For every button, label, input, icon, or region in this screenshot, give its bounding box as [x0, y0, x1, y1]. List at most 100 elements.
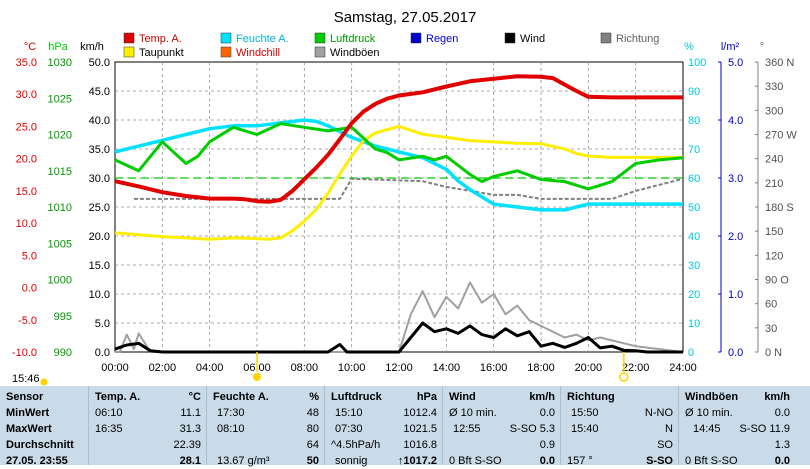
gust-avg-label: Ø 10 min. [685, 407, 733, 419]
pressure-current-value: ↑1017.2 [397, 455, 437, 467]
x-tick-label: 10:00 [338, 362, 366, 374]
temp-max-value: 31.3 [179, 423, 201, 435]
row-label-current: 27.05. 23:55 [6, 455, 68, 467]
direction-max-time: 15:40 [571, 423, 599, 435]
axis-tick-pressure: 1005 [48, 238, 72, 250]
axis-tick-direction: 0 N [765, 347, 782, 359]
axis-tick-temp: -5.0 [18, 315, 37, 327]
wind-current-value: 0.0 [539, 455, 555, 467]
x-tick-label: 00:00 [101, 362, 129, 374]
pressure-min-time: 15:10 [335, 407, 363, 419]
temp-avg-value: 22.39 [173, 439, 201, 451]
pressure-trend: ^4.5hPa/h [331, 439, 381, 451]
legend-swatch [123, 46, 135, 58]
pressure-min-value: 1012.4 [403, 407, 437, 419]
humidity-current-value: 50 [306, 455, 319, 467]
wind-unit: km/h [529, 391, 555, 403]
axis-tick-temp: 0.0 [22, 283, 37, 295]
axis-tick-direction: 180 S [765, 202, 794, 214]
gust-column: Windböen km/h Ø 10 min. 0.0 14:45 S-SO 11.9… [678, 386, 810, 467]
axis-unit-rain: l/m² [721, 41, 740, 53]
temp-min-time: 06:10 [95, 407, 123, 419]
direction-min-value: N-NO [644, 407, 673, 419]
pressure-forecast: sonnig [335, 455, 368, 467]
legend-label: Wind [520, 33, 545, 45]
axis-tick-humidity: 10 [688, 318, 700, 330]
axis-tick-temp: 15.0 [16, 186, 37, 198]
humidity-absolute: 13.67 g/m³ [217, 455, 270, 467]
axis-tick-humidity: 60 [688, 173, 700, 185]
legend-label: Taupunkt [139, 47, 184, 59]
wind-max-time: 12:55 [453, 423, 481, 435]
axis-tick-temp: 30.0 [16, 89, 37, 101]
axis-tick-kmh: 20.0 [89, 231, 110, 243]
axis-tick-direction: 210 [765, 178, 783, 190]
gust-max-value: S-SO 11.9 [739, 423, 790, 435]
axis-unit-pressure: hPa [48, 41, 68, 53]
legend-swatch [314, 46, 326, 58]
axis-tick-direction: 120 [765, 250, 783, 262]
series-line-luftdruck [114, 122, 684, 191]
axis-tick-humidity: 50 [688, 202, 700, 214]
humidity-min-value: 48 [306, 407, 319, 419]
legend-label: Windböen [330, 47, 380, 59]
row-label-avg: Durchschnitt [6, 439, 74, 451]
humidity-min-time: 17:30 [217, 407, 245, 419]
axis-unit-temp: °C [24, 41, 36, 53]
pressure-max-value: 1021.5 [403, 423, 437, 435]
x-tick-label: 08:00 [291, 362, 319, 374]
legend-swatch [123, 32, 135, 44]
wind-beaufort: 0 Bft S-SO [449, 455, 502, 467]
wind-avg-label: Ø 10 min. [449, 407, 497, 419]
legend-swatch [504, 32, 516, 44]
gust-current-value: 0.0 [774, 455, 790, 467]
direction-current-value: S-SO [646, 455, 673, 467]
axis-tick-direction: 300 [765, 105, 783, 117]
sensor-column: Sensor MinWert MaxWert Durchschnitt 27.0… [0, 386, 88, 467]
axis-tick-kmh: 15.0 [89, 260, 110, 272]
gust-header: Windböen [685, 391, 739, 403]
axis-tick-direction: 360 N [765, 57, 794, 69]
humidity-avg-value: 64 [306, 439, 319, 451]
axis-tick-direction: 330 [765, 81, 783, 93]
legend-swatch [410, 32, 422, 44]
temp-min-value: 11.1 [180, 407, 201, 419]
pressure-unit: hPa [416, 391, 437, 403]
weather-chart: Samstag, 27.05.2017 Temp. A. Feuchte A. Luf… [12, 9, 797, 386]
axis-unit-humidity: % [684, 41, 694, 53]
axis-tick-kmh: 10.0 [89, 289, 110, 301]
legend-swatch [220, 46, 232, 58]
axis-tick-kmh: 30.0 [89, 173, 110, 185]
legend-swatch [314, 32, 326, 44]
statistics-table: Sensor MinWert MaxWert Durchschnitt 27.0… [0, 386, 810, 467]
pressure-max-time: 07:30 [335, 423, 363, 435]
wind-avg10-value: 0.0 [539, 407, 555, 419]
x-tick-label: 02:00 [149, 362, 177, 374]
axis-tick-humidity: 90 [688, 86, 700, 98]
axis-tick-temp: 10.0 [16, 218, 37, 230]
series-line-temp-a [114, 74, 683, 204]
temp-column: Temp. A. °C 06:10 11.1 16:35 31.3 22.39 28.… [88, 386, 207, 467]
axis-unit-direction: ° [760, 41, 764, 53]
x-tick-label: 20:00 [575, 362, 603, 374]
legend-label: Regen [426, 33, 458, 45]
humidity-max-time: 08:10 [217, 423, 245, 435]
legend-swatch [600, 32, 612, 44]
series-line-windb-en [115, 281, 684, 353]
gust-unit: km/h [764, 391, 790, 403]
sensor-header: Sensor [6, 391, 44, 403]
humidity-max-value: 80 [306, 423, 319, 435]
direction-min-time: 15:50 [571, 407, 599, 419]
sunrise-icon [253, 373, 261, 381]
x-tick-label: 14:00 [433, 362, 461, 374]
temp-header: Temp. A. [95, 391, 141, 403]
axis-tick-pressure: 1030 [48, 57, 72, 69]
x-tick-label: 24:00 [669, 362, 697, 374]
row-label-max: MaxWert [6, 423, 52, 435]
wind-max-value: S-SO 5.3 [509, 423, 555, 435]
axis-tick-rain: 2.0 [728, 231, 743, 243]
humidity-header: Feuchte A. [213, 391, 269, 403]
axis-tick-pressure: 995 [54, 311, 72, 323]
axis-tick-rain: 5.0 [728, 57, 743, 69]
axis-tick-direction: 90 O [765, 275, 789, 287]
